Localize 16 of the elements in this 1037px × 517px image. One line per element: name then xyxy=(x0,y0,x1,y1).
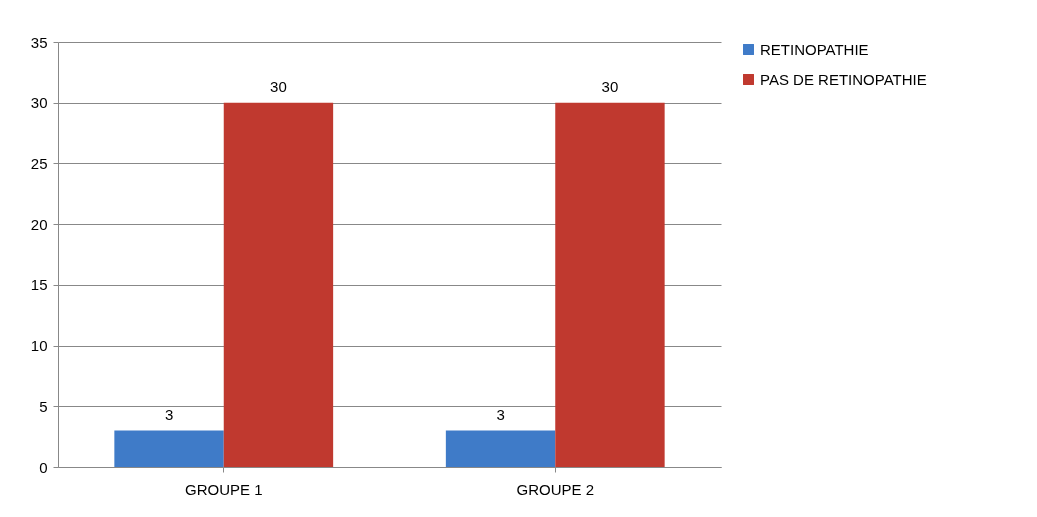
y-tick-label: 15 xyxy=(30,276,48,294)
y-tick-label: 35 xyxy=(30,33,48,51)
y-tick-label: 5 xyxy=(39,397,48,415)
y-tick-label: 0 xyxy=(39,458,48,476)
data-label: 3 xyxy=(164,405,174,423)
y-tick-label: 25 xyxy=(30,154,48,172)
x-tick-label: GROUPE 1 xyxy=(184,480,263,498)
data-label: 3 xyxy=(496,405,505,423)
y-tick-label: 10 xyxy=(30,337,48,355)
y-tick-label: 20 xyxy=(30,215,48,233)
legend-label: RETINOPATHIE xyxy=(760,40,869,58)
y-tick-label: 30 xyxy=(30,94,48,112)
data-label: 30 xyxy=(601,77,619,95)
data-label: 30 xyxy=(270,77,287,95)
legend-label: PAS DE RETINOPATHIE xyxy=(760,70,927,88)
x-tick-label: GROUPE 2 xyxy=(516,480,595,498)
